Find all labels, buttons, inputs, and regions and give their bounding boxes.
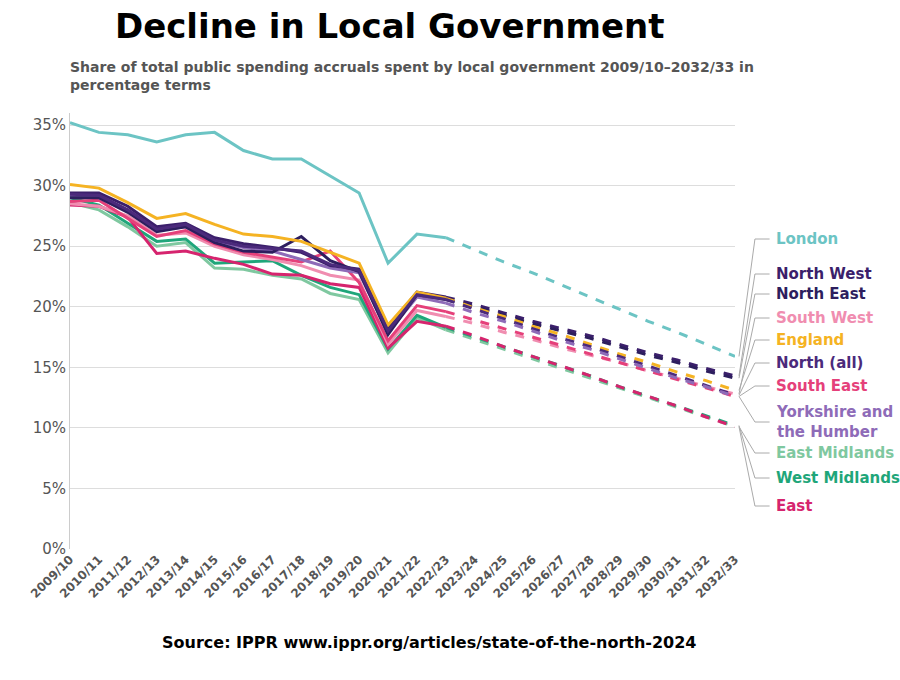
- svg-text:North East: North East: [776, 285, 866, 303]
- svg-text:10%: 10%: [33, 419, 66, 437]
- svg-text:0%: 0%: [42, 540, 66, 558]
- svg-text:2025/26: 2025/26: [491, 552, 539, 600]
- svg-text:15%: 15%: [33, 359, 66, 377]
- svg-text:East Midlands: East Midlands: [776, 444, 894, 462]
- svg-text:20%: 20%: [33, 298, 66, 316]
- svg-text:2013/14: 2013/14: [144, 552, 192, 600]
- svg-text:2032/33: 2032/33: [693, 552, 741, 600]
- svg-text:2015/16: 2015/16: [201, 552, 249, 600]
- svg-text:2021/22: 2021/22: [375, 552, 423, 600]
- svg-text:2014/15: 2014/15: [173, 552, 221, 600]
- svg-text:Yorkshire andthe Humber: Yorkshire andthe Humber: [776, 403, 893, 441]
- svg-text:South East: South East: [776, 377, 867, 395]
- svg-text:2018/19: 2018/19: [288, 552, 336, 600]
- svg-text:2016/17: 2016/17: [230, 552, 278, 600]
- svg-text:2020/21: 2020/21: [346, 552, 394, 600]
- svg-text:London: London: [776, 230, 838, 248]
- svg-text:2029/30: 2029/30: [606, 552, 654, 600]
- svg-text:Decline in Local Government: Decline in Local Government: [115, 6, 665, 46]
- svg-text:2009/10: 2009/10: [28, 552, 76, 600]
- svg-text:30%: 30%: [33, 177, 66, 195]
- svg-text:2019/20: 2019/20: [317, 552, 365, 600]
- svg-text:2022/23: 2022/23: [404, 552, 452, 600]
- svg-text:2027/28: 2027/28: [548, 552, 596, 600]
- svg-text:West Midlands: West Midlands: [776, 469, 900, 487]
- svg-text:2024/25: 2024/25: [462, 552, 510, 600]
- svg-text:2028/29: 2028/29: [577, 552, 625, 600]
- svg-text:2011/12: 2011/12: [86, 552, 134, 600]
- svg-text:East: East: [776, 497, 812, 515]
- svg-text:2023/24: 2023/24: [433, 552, 481, 600]
- svg-text:2017/18: 2017/18: [259, 552, 307, 600]
- svg-text:2030/31: 2030/31: [635, 552, 683, 600]
- svg-text:5%: 5%: [42, 480, 66, 498]
- svg-text:2031/32: 2031/32: [664, 552, 712, 600]
- svg-text:England: England: [776, 331, 844, 349]
- svg-text:Source: IPPR www.ippr.org/arti: Source: IPPR www.ippr.org/articles/state…: [162, 633, 697, 652]
- svg-text:2010/11: 2010/11: [57, 552, 105, 600]
- svg-text:35%: 35%: [33, 116, 66, 134]
- svg-text:South West: South West: [776, 309, 873, 327]
- svg-text:Share of total public spending: Share of total public spending accruals …: [70, 59, 754, 93]
- svg-text:2012/13: 2012/13: [115, 552, 163, 600]
- svg-text:North West: North West: [776, 265, 872, 283]
- svg-text:2026/27: 2026/27: [519, 552, 567, 600]
- svg-text:25%: 25%: [33, 237, 66, 255]
- svg-text:North (all): North (all): [776, 354, 863, 372]
